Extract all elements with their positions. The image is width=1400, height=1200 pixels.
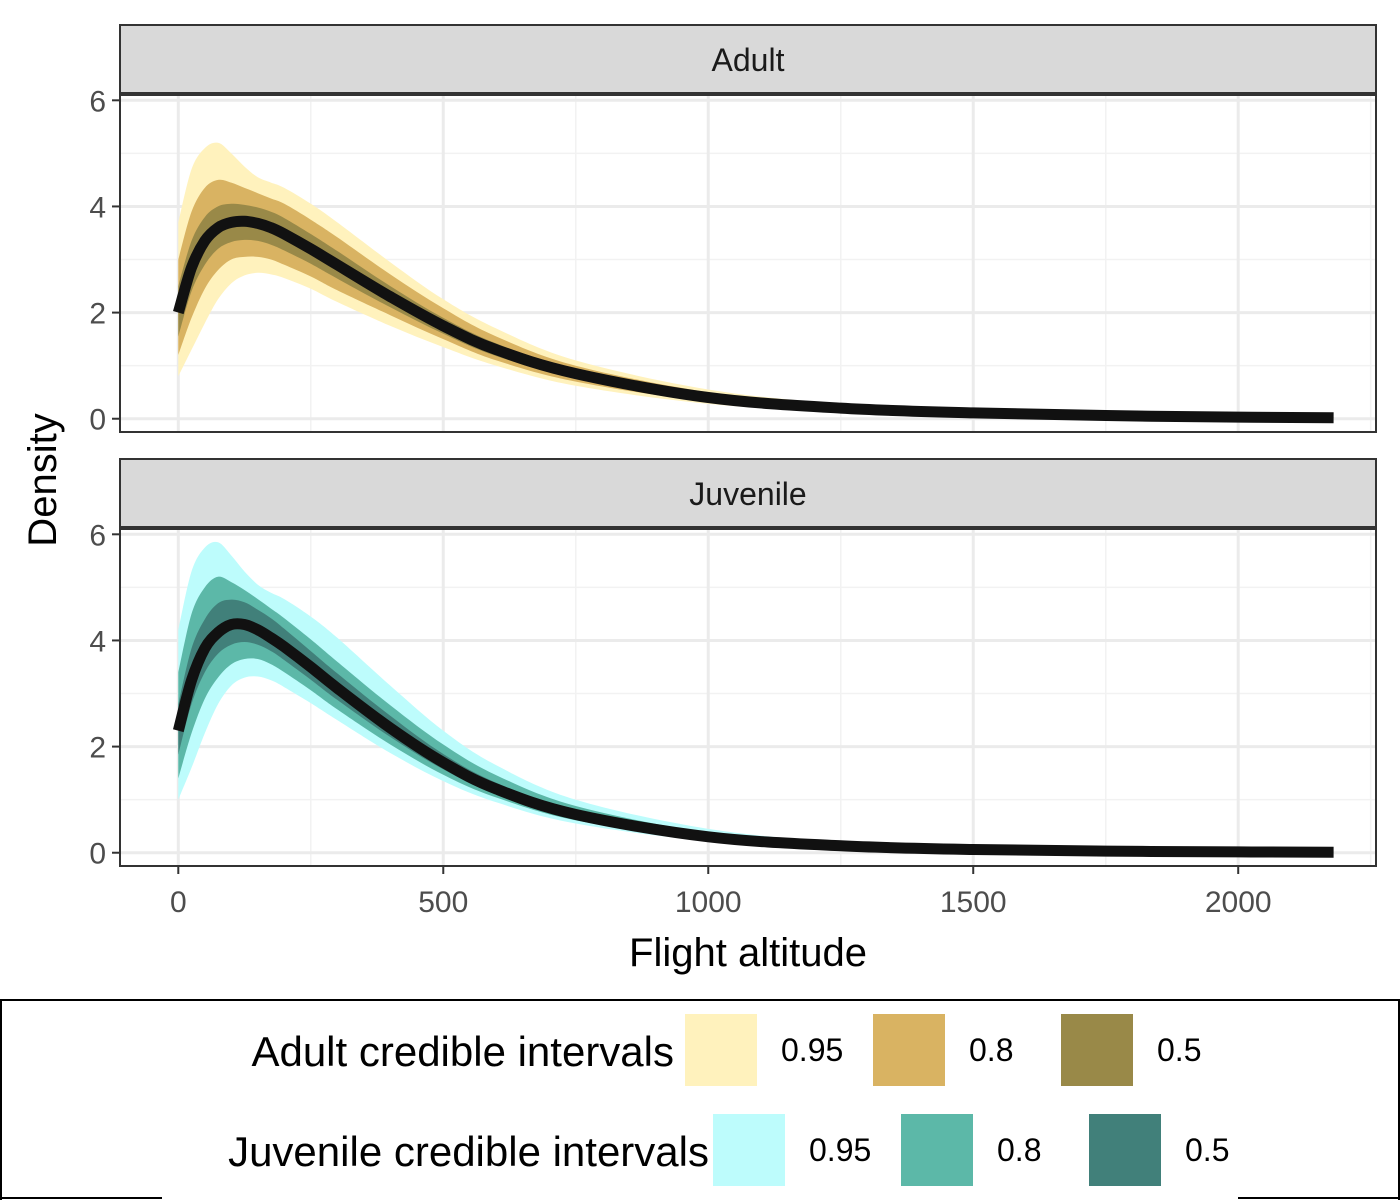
- panel-juvenile: Juvenile 0 2 4 6 0 500 1000 1500 2000: [89, 458, 1377, 919]
- x-tick-label: 2000: [1205, 886, 1272, 919]
- y-tick-label: 2: [89, 732, 106, 765]
- panel-adult: Adult 0 2 4 6: [89, 24, 1377, 437]
- x-axis-title: Flight altitude: [629, 931, 867, 975]
- legend-key-adult-0-8: [873, 1014, 945, 1086]
- legend-frame: [0, 999, 1400, 1200]
- x-tick-label: 1000: [675, 886, 742, 919]
- y-tick-label: 4: [89, 191, 106, 224]
- legend-label-juvenile-0-5: 0.5: [1185, 1132, 1229, 1168]
- strip-juvenile: [119, 458, 1377, 528]
- legend-key-juvenile-0-95: [713, 1114, 785, 1186]
- y-tick-label: 6: [89, 85, 106, 118]
- x-tick-label: 1500: [940, 886, 1007, 919]
- panel-border-adult: [119, 94, 1377, 433]
- legend-title-adult: Adult credible intervals: [251, 1028, 674, 1075]
- legend: Adult credible intervals Juvenile credib…: [0, 999, 1400, 1200]
- x-tick-label: 0: [170, 886, 187, 919]
- legend-label-adult-0-8: 0.8: [969, 1032, 1013, 1068]
- y-tick-label: 0: [89, 838, 106, 871]
- legend-key-adult-0-95: [685, 1014, 757, 1086]
- legend-key-juvenile-0-5: [1089, 1114, 1161, 1186]
- strip-adult: [119, 24, 1377, 94]
- y-axis-title: Density: [21, 413, 65, 546]
- strip-label-adult: Adult: [712, 42, 785, 78]
- legend-key-adult-0-5: [1061, 1014, 1133, 1086]
- y-tick-label: 6: [89, 519, 106, 552]
- median-line-juvenile: [172, 618, 1334, 858]
- panel-border-juvenile: [119, 528, 1377, 867]
- y-tick-label: 4: [89, 625, 106, 658]
- legend-label-juvenile-0-8: 0.8: [997, 1132, 1041, 1168]
- ribbon-juvenile-0-8: [178, 576, 1334, 853]
- legend-title-juvenile: Juvenile credible intervals: [228, 1128, 709, 1175]
- legend-key-juvenile-0-8: [901, 1114, 973, 1186]
- legend-label-juvenile-0-95: 0.95: [809, 1132, 871, 1168]
- y-tick-label: 2: [89, 298, 106, 331]
- legend-label-adult-0-5: 0.5: [1157, 1032, 1201, 1068]
- median-line-adult: [173, 215, 1334, 424]
- y-tick-label: 0: [89, 404, 106, 437]
- legend-label-adult-0-95: 0.95: [781, 1032, 843, 1068]
- strip-label-juvenile: Juvenile: [689, 476, 806, 512]
- x-tick-label: 500: [418, 886, 468, 919]
